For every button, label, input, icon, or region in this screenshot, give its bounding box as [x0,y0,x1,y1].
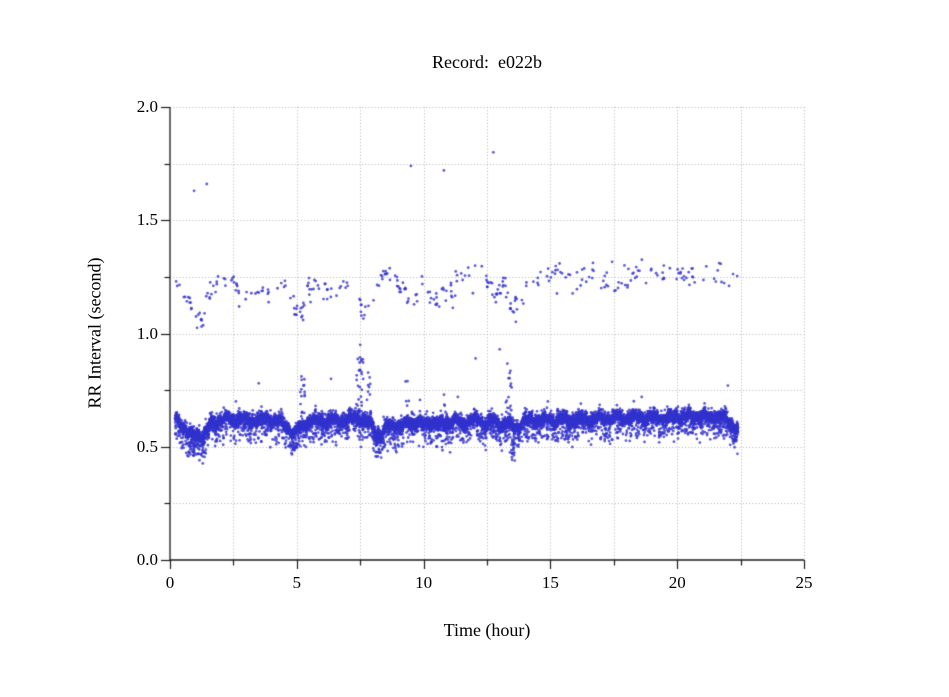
y-tick-label: 1.0 [136,323,158,343]
x-tick-label: 5 [292,573,302,592]
x-tick-label: 10 [415,573,433,592]
x-tick-label: 25 [795,573,813,592]
x-tick-label: 0 [165,573,175,592]
x-tick-label: 20 [668,573,686,592]
y-tick-label: 0.5 [136,436,158,456]
y-tick-label: 1.5 [136,210,158,230]
x-tick-label: 15 [541,573,559,592]
y-tick-label: 2.0 [136,97,158,116]
x-axis-label: Time (hour) [443,620,531,640]
y-tick-label: 0.0 [136,550,158,569]
chart-title: Record: e022b [432,52,542,72]
